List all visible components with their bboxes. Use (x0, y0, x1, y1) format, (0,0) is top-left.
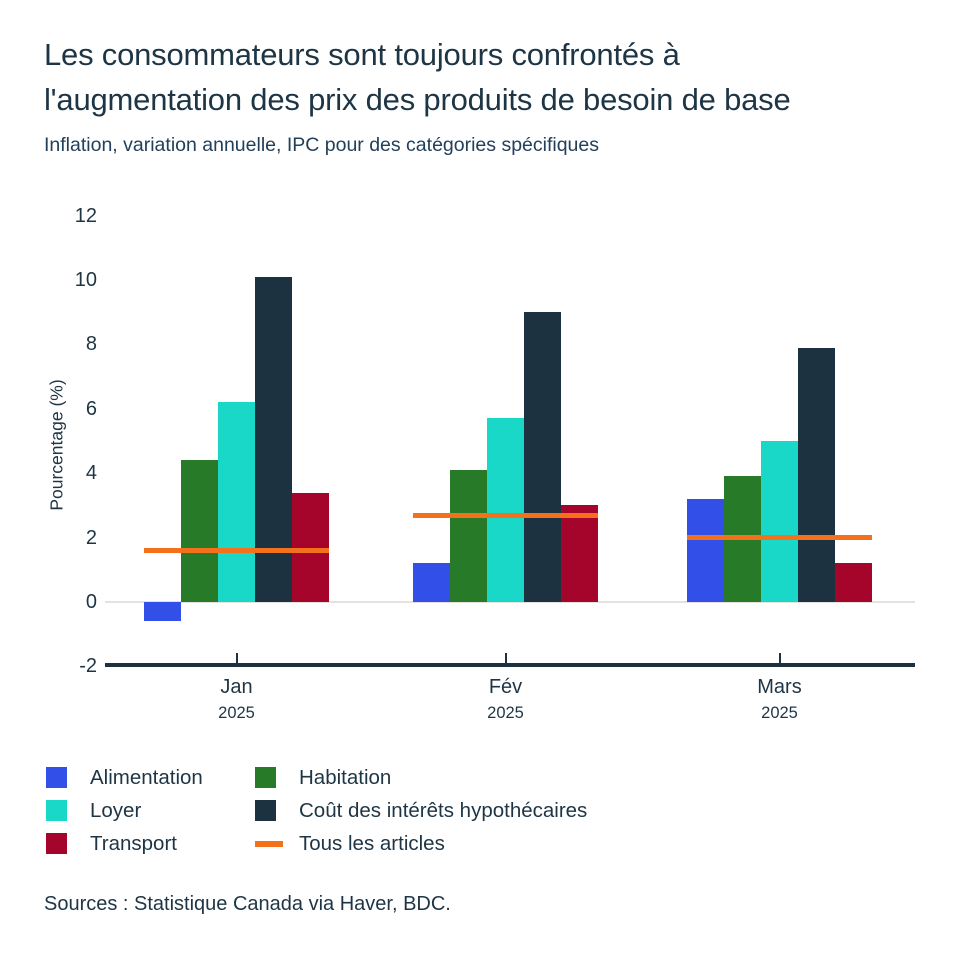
legend-label: Transport (90, 832, 177, 855)
x-axis-tick-mars (778, 653, 781, 664)
bar-fev-transport (561, 505, 598, 602)
x-tick-label-fev: Fév (488, 676, 523, 698)
x-tick-year-mars: 2025 (761, 704, 798, 722)
x-axis-line (105, 663, 915, 667)
bar-fev-alimentation (413, 563, 450, 602)
all-items-line-fev (413, 512, 598, 518)
x-tick-label-mars: Mars (757, 676, 802, 698)
x-tick-year-fev: 2025 (487, 704, 524, 722)
legend-swatch (255, 767, 276, 788)
legend-label: Loyer (90, 799, 142, 822)
source-note: Sources : Statistique Canada via Haver, … (44, 893, 451, 915)
x-tick-label-jan: Jan (220, 676, 253, 698)
bar-mars-transport (835, 563, 872, 602)
y-tick-label-10: 10 (74, 269, 97, 291)
x-tick-year-jan: 2025 (218, 704, 255, 722)
bar-fev-habitation (450, 469, 487, 602)
y-tick-label-12: 12 (74, 204, 97, 227)
y-tick-label-6: 6 (85, 397, 97, 420)
x-axis-tick-jan (235, 653, 238, 664)
bar-mars-loyer (761, 441, 798, 602)
legend-label: Coût des intérêts hypothécaires (299, 799, 588, 822)
legend-swatch (46, 767, 67, 788)
bar-fev-loyer (487, 418, 524, 602)
legend-label: Habitation (299, 766, 392, 789)
chart-title: Les consommateurs sont toujours confront… (44, 37, 791, 117)
y-tick-label-2: 2 (85, 526, 97, 549)
legend-swatch (255, 800, 276, 821)
chart-subtitle: Inflation, variation annuelle, IPC pour … (44, 134, 599, 156)
zero-gridline (105, 601, 915, 603)
x-axis-tick-fev (504, 653, 507, 664)
legend-swatch (46, 833, 67, 854)
bar-fev-cout-des-interets-hypothecaires (524, 312, 561, 602)
y-tick-label-0: 0 (85, 591, 97, 613)
bar-jan-transport (292, 492, 329, 602)
bar-jan-habitation (181, 460, 218, 602)
y-tick-label--2: -2 (79, 655, 97, 678)
legend-line-marker (255, 841, 283, 847)
bar-jan-alimentation (144, 602, 181, 622)
bar-mars-alimentation (687, 498, 724, 602)
all-items-line-jan (144, 547, 329, 553)
y-tick-label-4: 4 (85, 462, 97, 485)
y-tick-label-8: 8 (85, 333, 97, 356)
all-items-line-mars (687, 535, 872, 541)
bar-jan-loyer (218, 402, 255, 602)
legend-label: Alimentation (90, 766, 203, 789)
legend-label: Tous les articles (299, 832, 445, 855)
bar-jan-cout-des-interets-hypothecaires (255, 276, 292, 602)
legend-swatch (46, 800, 67, 821)
bar-mars-cout-des-interets-hypothecaires (798, 347, 835, 602)
